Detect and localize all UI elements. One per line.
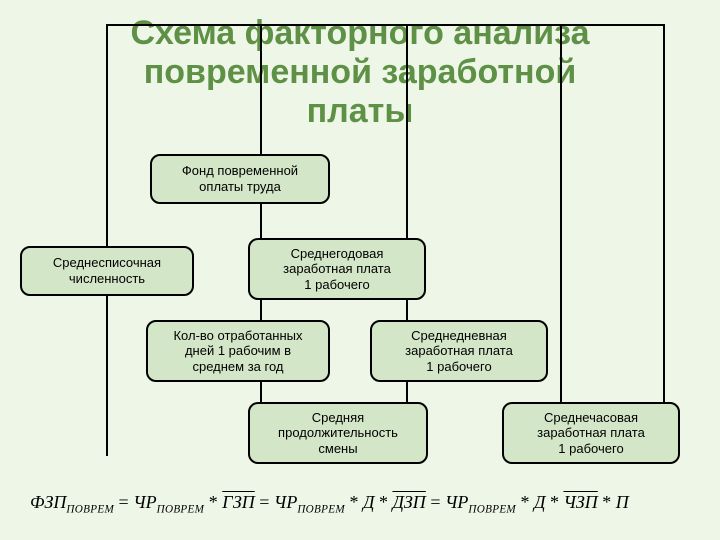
diagram-title: Схема факторного анализа повременной зар…	[70, 14, 650, 131]
node-fund: Фонд повременной оплаты труда	[150, 154, 330, 204]
grid-vline-4	[663, 24, 665, 456]
grid-vline-0	[106, 24, 108, 456]
grid-vline-3	[560, 24, 562, 456]
node-daily: Среднедневная заработная плата 1 рабочег…	[370, 320, 548, 382]
formula: ФЗППОВРЕМ = ЧРПОВРЕМ * ГЗП = ЧРПОВРЕМ * …	[30, 492, 629, 516]
node-headcount: Среднесписочная численность	[20, 246, 194, 296]
grid-hline-top	[106, 24, 665, 26]
node-annual: Среднегодовая заработная плата 1 рабочег…	[248, 238, 426, 300]
node-hourly: Среднечасовая заработная плата 1 рабочег…	[502, 402, 680, 464]
node-days: Кол-во отработанных дней 1 рабочим в сре…	[146, 320, 330, 382]
node-shift: Средняя продолжительность смены	[248, 402, 428, 464]
